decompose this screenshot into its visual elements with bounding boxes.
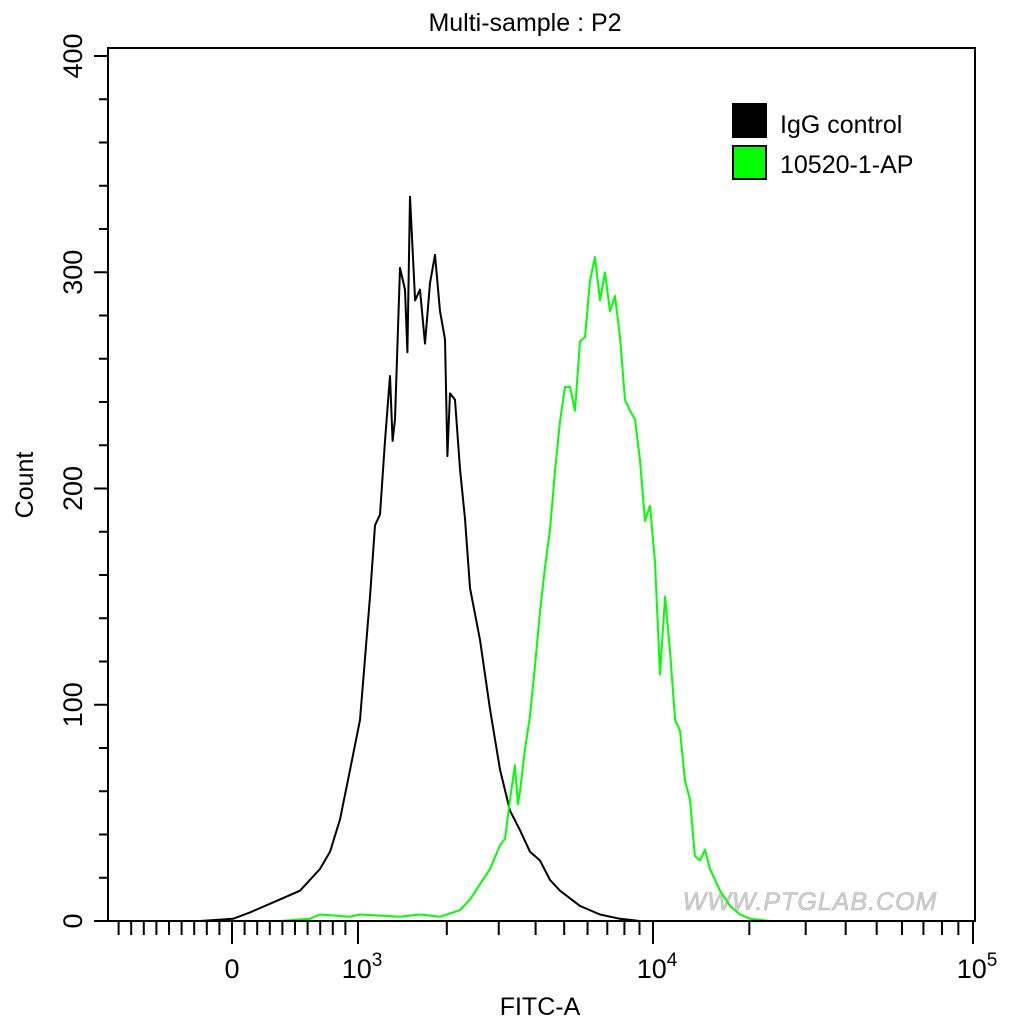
- series-layer: [199, 195, 771, 922]
- x-tick-label: 105: [957, 950, 998, 984]
- x-tick-label: 104: [637, 950, 678, 984]
- x-axis-label: FITC-A: [500, 993, 581, 1021]
- x-tick-label: 0: [224, 954, 239, 984]
- legend: IgG control 10520-1-AP: [732, 103, 913, 180]
- chart-title: Multi-sample : P2: [428, 9, 621, 37]
- y-axis: 0 100 200 300 400: [58, 33, 108, 929]
- y-tick-label: 0: [58, 913, 88, 928]
- y-tick-label: 100: [58, 682, 88, 727]
- y-tick-label: 200: [58, 466, 88, 511]
- x-axis: 0 103 104 105: [117, 921, 998, 984]
- series-line-10520-1-ap: [279, 256, 771, 922]
- y-tick-label: 300: [58, 250, 88, 295]
- plot-frame: [107, 47, 976, 922]
- y-tick-label: 400: [58, 33, 88, 78]
- legend-swatch-10520-1-ap: [732, 145, 767, 180]
- series-line-igg-control: [199, 195, 641, 922]
- watermark: WWW.PTGLAB.COM: [683, 888, 938, 916]
- legend-label-10520-1-ap: 10520-1-AP: [780, 151, 913, 179]
- x-tick-label: 103: [342, 950, 383, 984]
- legend-swatch-igg-control: [732, 103, 767, 138]
- legend-label-igg-control: IgG control: [780, 111, 902, 139]
- y-axis-label: Count: [11, 452, 39, 519]
